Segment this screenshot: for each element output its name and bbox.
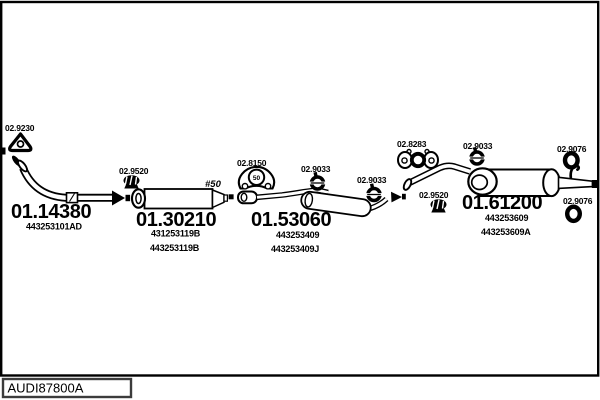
wall-anchor-square — [0, 147, 6, 155]
part-oem: 443253101AD — [26, 222, 83, 232]
fitting-code[interactable]: 02.9230 — [5, 123, 35, 133]
clamp-bolt-icon — [364, 181, 384, 203]
bracket-mount-icon — [397, 148, 439, 169]
part-oem: 443253609A — [481, 227, 531, 237]
part-id[interactable]: 01.14380 — [11, 201, 92, 223]
fitting-code[interactable]: 02.9033 — [301, 164, 331, 174]
fitting-code[interactable]: 02.9520 — [119, 166, 149, 176]
clamp-icon — [429, 198, 448, 214]
part-oem: 443253409 — [276, 230, 319, 240]
diagram-frame — [0, 0, 600, 377]
joint-arrow — [391, 191, 402, 203]
rear-silencer-part — [402, 162, 598, 198]
tailpipe — [557, 176, 594, 190]
fitting-code[interactable]: 02.8150 — [237, 158, 267, 168]
part-id[interactable]: 01.53060 — [251, 209, 332, 231]
part-id[interactable]: 01.61200 — [462, 192, 543, 214]
footer-code-text: AUDI87800A — [8, 381, 84, 396]
footer-code-box — [1, 377, 133, 399]
pipe-diameter-mark: #50 — [205, 179, 222, 190]
fitting-code[interactable]: 02.8283 — [397, 139, 427, 149]
part-oem: 443253609 — [485, 213, 528, 223]
mid-silencer-part — [237, 187, 406, 218]
part-id[interactable]: 01.30210 — [136, 209, 217, 231]
centre-silencer-part — [130, 188, 234, 210]
hanger-ring-icon — [567, 207, 580, 221]
rubber-mount-icon: 50 — [237, 165, 276, 190]
fitting-code[interactable]: 02.9076 — [557, 144, 587, 154]
part-oem: 443253409J — [271, 244, 319, 254]
fitting-code[interactable]: 02.9033 — [463, 141, 493, 151]
fitting-code[interactable]: 02.9076 — [563, 196, 593, 206]
clamp-icon — [122, 174, 141, 190]
flange-gasket-icon — [8, 132, 33, 153]
silencer-front-cap — [130, 188, 147, 209]
fitting-code[interactable]: 02.9520 — [419, 190, 449, 200]
clamp-bolt-icon — [307, 170, 328, 191]
fitting-code[interactable]: 02.9033 — [357, 175, 387, 185]
part-oem: 443253119B — [150, 243, 200, 253]
footer: AUDI87800A — [1, 377, 133, 399]
joint-dot — [228, 194, 234, 200]
front-pipe-part — [11, 155, 131, 206]
part-oem: 431253119B — [151, 229, 201, 239]
mount-size-text: 50 — [253, 175, 261, 182]
tailpipe-end — [591, 180, 598, 188]
hanger-ring-icon — [565, 153, 578, 167]
rear-cap — [542, 168, 561, 198]
tail-flange — [402, 178, 413, 191]
joint-arrow — [112, 190, 125, 206]
